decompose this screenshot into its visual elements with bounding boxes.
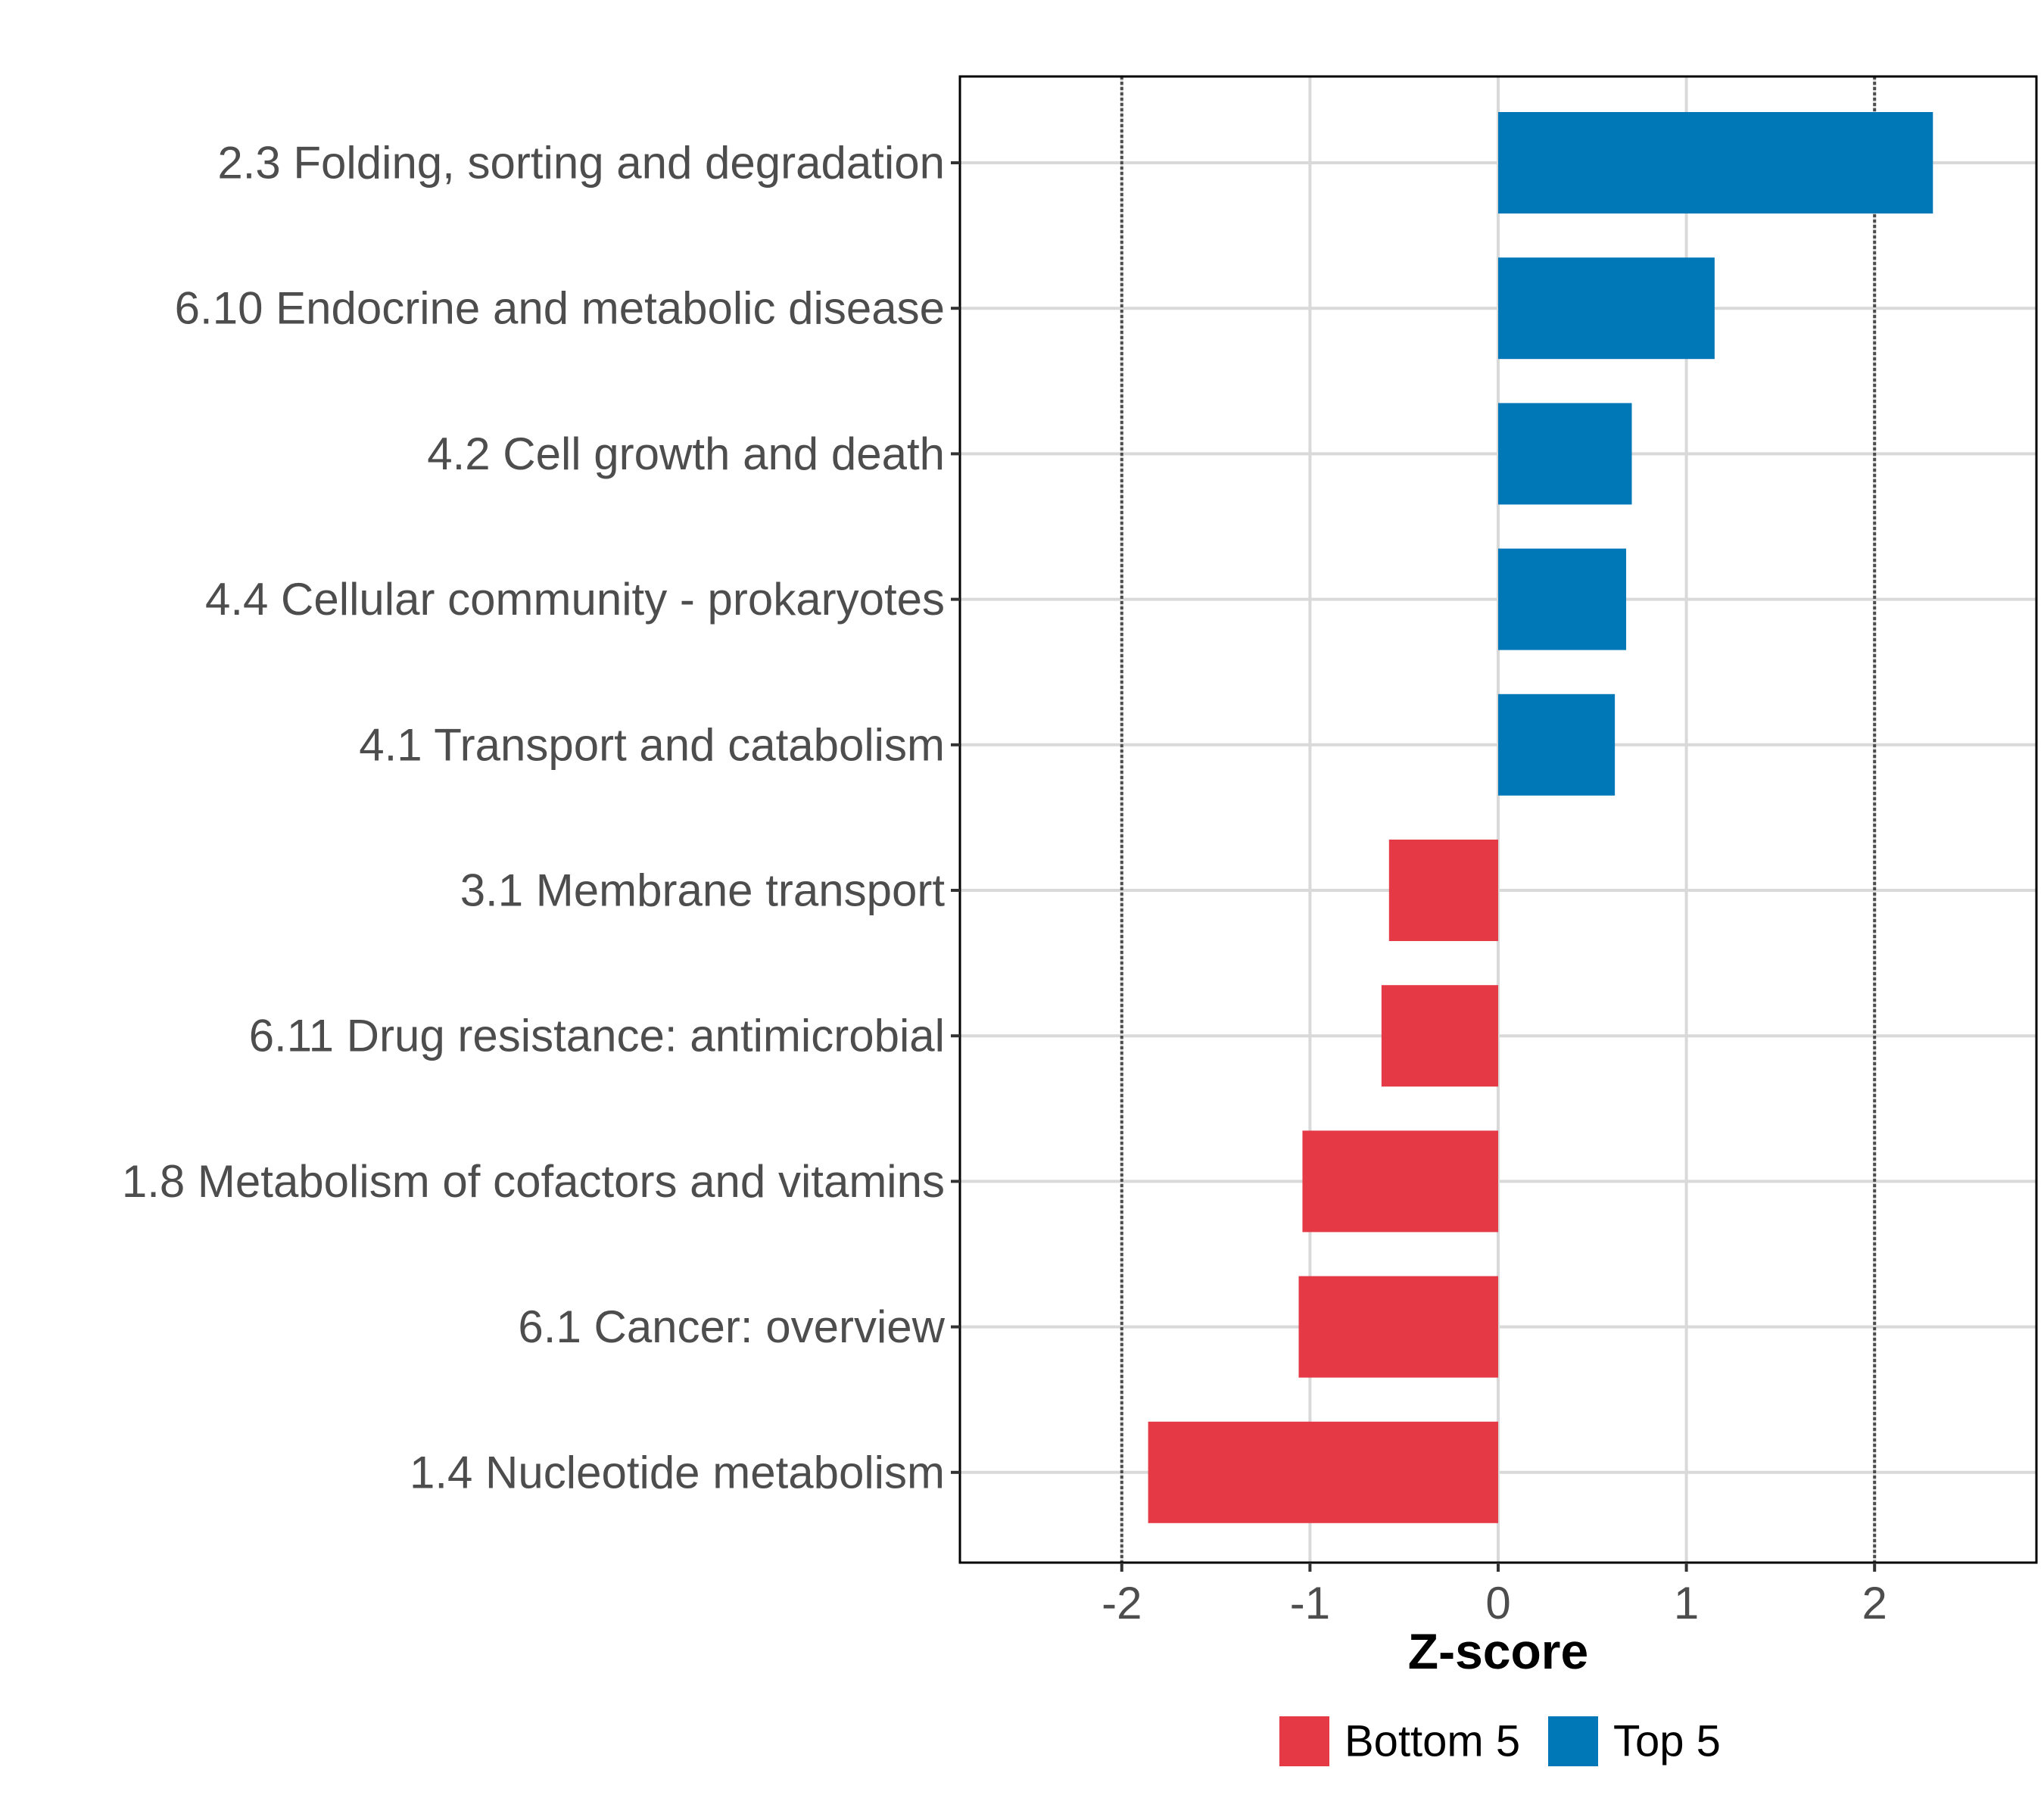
y-tick-label: 1.8 Metabolism of cofactors and vitamins [122,1156,945,1207]
y-tick-label: 4.1 Transport and catabolism [359,719,945,770]
bar [1498,257,1715,360]
y-tick-label: 3.1 Membrane transport [460,865,946,916]
bar [1298,1276,1498,1378]
bar [1498,548,1627,650]
bar [1381,985,1498,1087]
x-tick-label: 0 [1485,1578,1510,1628]
y-tick-label: 6.11 Drug resistance: antimicrobial [249,1011,945,1061]
x-tick-label: 2 [1862,1578,1887,1628]
x-axis: -2 -1 0 1 2 [1101,1563,1887,1628]
x-axis-title: Z-score [1408,1623,1588,1679]
x-tick-label: -1 [1290,1578,1330,1628]
bar [1498,403,1632,505]
legend: Bottom 5 Top 5 [1279,1716,1721,1766]
x-tick-label: 1 [1674,1578,1699,1628]
bar [1148,1421,1498,1523]
y-tick-label: 1.4 Nucleotide metabolism [410,1447,945,1498]
y-tick-label: 4.4 Cellular community - prokaryotes [205,574,945,625]
bar [1388,840,1498,941]
y-tick-label: 6.10 Endocrine and metabolic disease [175,283,945,334]
legend-label: Top 5 [1613,1717,1721,1766]
legend-label: Bottom 5 [1344,1717,1520,1766]
y-tick-label: 6.1 Cancer: overview [518,1301,945,1352]
bars [1148,112,1933,1523]
legend-swatch [1279,1716,1329,1766]
legend-swatch [1548,1716,1598,1766]
x-tick-label: -2 [1101,1578,1142,1628]
y-tick-label: 4.2 Cell growth and death [427,429,945,479]
bar [1302,1130,1498,1233]
reference-lines [1120,76,1877,1563]
bar [1498,693,1616,796]
y-tick-label: 2.3 Folding, sorting and degradation [217,138,945,189]
y-axis: 2.3 Folding, sorting and degradation 6.10… [122,138,960,1498]
bar [1498,112,1933,213]
